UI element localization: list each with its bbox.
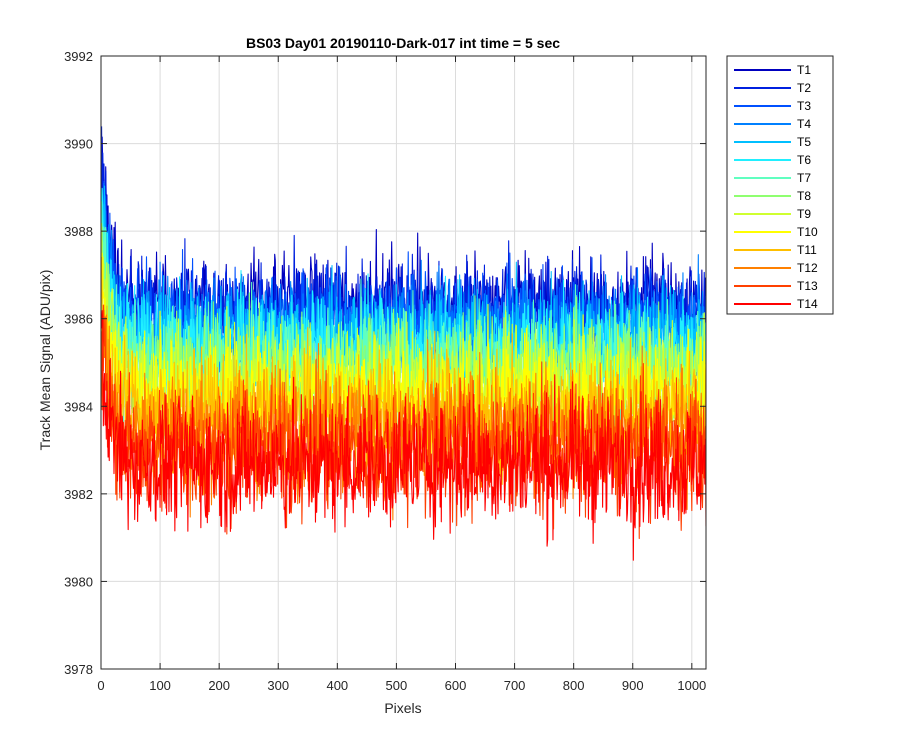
legend-label: T9: [797, 207, 811, 221]
y-tick-label: 3986: [64, 312, 93, 327]
legend-label: T10: [797, 225, 818, 239]
y-tick-label: 3984: [64, 399, 93, 414]
x-tick-labels: 0 100 200 300 400 500 600 700 800 900 1000: [97, 678, 706, 693]
x-tick-label: 900: [622, 678, 644, 693]
legend-label: T12: [797, 261, 818, 275]
y-tick-label: 3992: [64, 49, 93, 64]
x-tick-label: 1000: [677, 678, 706, 693]
axis-ticks: [100, 55, 706, 670]
x-tick-label: 800: [563, 678, 585, 693]
legend-label: T14: [797, 297, 818, 311]
x-tick-label: 700: [504, 678, 526, 693]
series-lines: [101, 126, 706, 561]
y-tick-label: 3988: [64, 224, 93, 239]
x-tick-label: 200: [208, 678, 230, 693]
x-tick-label: 400: [326, 678, 348, 693]
chart-title: BS03 Day01 20190110-Dark-017 int time = …: [246, 35, 560, 51]
x-tick-label: 600: [445, 678, 467, 693]
legend-label: T2: [797, 81, 811, 95]
y-axis-label: Track Mean Signal (ADU/pix): [37, 270, 53, 451]
y-tick-label: 3980: [64, 574, 93, 589]
legend: T1 T2 T3 T4 T5 T6 T7 T8 T9 T10 T11 T12 T13 T14: [726, 55, 834, 315]
legend-label: T5: [797, 135, 811, 149]
series-line-t14: [101, 310, 706, 561]
x-axis-label: Pixels: [384, 700, 421, 716]
legend-label: T3: [797, 99, 811, 113]
legend-label: T7: [797, 171, 811, 185]
plot-frame: [100, 55, 707, 670]
y-tick-label: 3990: [64, 137, 93, 152]
legend-label: T4: [797, 117, 811, 131]
x-tick-label: 300: [267, 678, 289, 693]
legend-label: T1: [797, 63, 811, 77]
y-tick-labels: 3978 3980 3982 3984 3986 3988 3990 3992: [64, 49, 93, 677]
legend-label: T6: [797, 153, 811, 167]
legend-label: T11: [797, 243, 817, 257]
legend-label: T8: [797, 189, 811, 203]
x-tick-label: 0: [97, 678, 104, 693]
x-tick-label: 100: [149, 678, 171, 693]
legend-label: T13: [797, 279, 818, 293]
legend-box: [726, 55, 834, 315]
y-tick-label: 3978: [64, 662, 93, 677]
y-tick-label: 3982: [64, 487, 93, 502]
x-tick-label: 500: [386, 678, 408, 693]
